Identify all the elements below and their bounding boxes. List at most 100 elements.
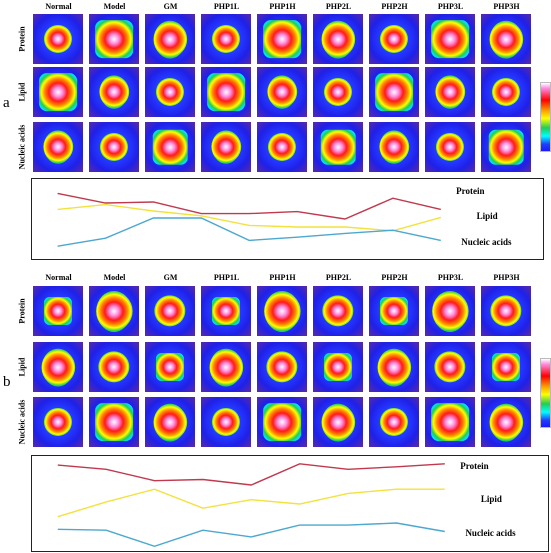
heatmap-tile — [257, 14, 307, 64]
series-line-nucleic-acids — [57, 217, 441, 247]
heatmap-tile — [33, 67, 83, 117]
intensity-blob — [379, 296, 409, 326]
row-header: Lipid — [17, 82, 27, 102]
heatmap-tile — [257, 67, 307, 117]
heatmap-tile — [145, 397, 195, 447]
intensity-blob — [425, 286, 475, 336]
heatmap-tile — [201, 14, 251, 64]
intensity-blob — [375, 73, 413, 111]
heatmap-tile — [369, 397, 419, 447]
intensity-blob — [43, 24, 73, 54]
heatmap-tile — [369, 122, 419, 172]
heatmap-tile — [313, 342, 363, 392]
heatmap-tile — [481, 122, 531, 172]
series-label: Lipid — [476, 210, 498, 221]
trend-lines — [57, 463, 445, 548]
column-header: PHP2L — [325, 2, 352, 11]
intensity-blob — [39, 73, 77, 111]
row-header: Protein — [17, 298, 27, 324]
column-header: PHP1H — [269, 273, 296, 282]
heatmap-tile — [313, 14, 363, 64]
heatmap-tile — [33, 14, 83, 64]
heatmap-tile — [89, 342, 139, 392]
heatmap-tile — [481, 67, 531, 117]
heatmap-tile — [257, 122, 307, 172]
heatmap-tile — [425, 67, 475, 117]
heatmap-tile — [481, 286, 531, 336]
series-line-protein — [57, 463, 445, 486]
heatmap-tile — [425, 397, 475, 447]
column-header: PHP2H — [381, 273, 408, 282]
intensity-blob — [371, 124, 417, 170]
intensity-blob — [488, 129, 524, 165]
intensity-blob — [379, 24, 409, 54]
intensity-blob — [155, 77, 185, 107]
heatmap-tile — [481, 14, 531, 64]
intensity-blob — [211, 407, 241, 437]
intensity-blob — [95, 20, 133, 58]
trend-lines — [57, 192, 441, 247]
intensity-blob — [155, 352, 185, 382]
heatmap-tile — [33, 122, 83, 172]
column-header: Normal — [45, 273, 72, 282]
intensity-blob — [263, 403, 301, 441]
intensity-blob — [257, 286, 307, 336]
column-header: PHP2L — [325, 273, 352, 282]
intensity-blob — [431, 20, 469, 58]
heatmap-tile — [33, 286, 83, 336]
intensity-blob — [259, 69, 305, 115]
trend-chart-a: Protein Lipid Nucleic acids — [31, 178, 544, 260]
intensity-blob — [266, 351, 298, 383]
column-header: PHP2H — [381, 2, 408, 11]
intensity-blob — [201, 342, 251, 392]
heatmap-tile — [313, 122, 363, 172]
intensity-blob — [211, 24, 241, 54]
series-line-protein — [57, 192, 441, 220]
column-header: GM — [163, 2, 178, 11]
column-header: Model — [103, 273, 126, 282]
intensity-blob — [154, 295, 186, 327]
intensity-blob — [379, 407, 409, 437]
series-label: Nucleic acids — [461, 237, 512, 247]
column-header: PHP3L — [437, 2, 464, 11]
series-line-nucleic-acids — [57, 522, 445, 548]
intensity-blob — [431, 403, 469, 441]
heatmap-tile — [89, 397, 139, 447]
heatmap-tile — [257, 342, 307, 392]
intensity-blob — [98, 351, 130, 383]
intensity-blob — [313, 14, 363, 64]
heatmap-tile — [201, 397, 251, 447]
series-label: Protein — [456, 185, 485, 196]
heatmap-tile — [369, 67, 419, 117]
intensity-blob — [145, 14, 195, 64]
heatmap-tile — [425, 14, 475, 64]
panel-label-a: a — [3, 95, 10, 111]
colorbar-a — [540, 82, 551, 152]
heatmap-tile — [201, 122, 251, 172]
heatmap-tile — [201, 342, 251, 392]
heatmap-tile — [257, 286, 307, 336]
heatmap-tile — [89, 67, 139, 117]
heatmap-tile — [145, 122, 195, 172]
intensity-blob — [323, 352, 353, 382]
heatmap-tile — [425, 286, 475, 336]
intensity-blob — [435, 132, 465, 162]
intensity-blob — [211, 296, 241, 326]
intensity-blob — [313, 397, 363, 447]
heatmap-tile — [33, 397, 83, 447]
column-header: PHP1H — [269, 2, 296, 11]
column-header: PHP3L — [437, 273, 464, 282]
trend-chart-b: Protein Lipid Nucleic acids — [31, 455, 549, 552]
heatmap-tile — [145, 286, 195, 336]
heatmap-tile — [369, 286, 419, 336]
heatmap-tile — [369, 14, 419, 64]
heatmap-tile — [89, 122, 139, 172]
series-label: Nucleic acids — [465, 527, 516, 538]
intensity-blob — [491, 77, 521, 107]
heatmap-tile — [89, 286, 139, 336]
column-header: Normal — [45, 2, 72, 11]
series-line-lipid — [57, 203, 441, 232]
intensity-blob — [490, 295, 522, 327]
intensity-blob — [145, 397, 195, 447]
heatmap-tile — [369, 342, 419, 392]
